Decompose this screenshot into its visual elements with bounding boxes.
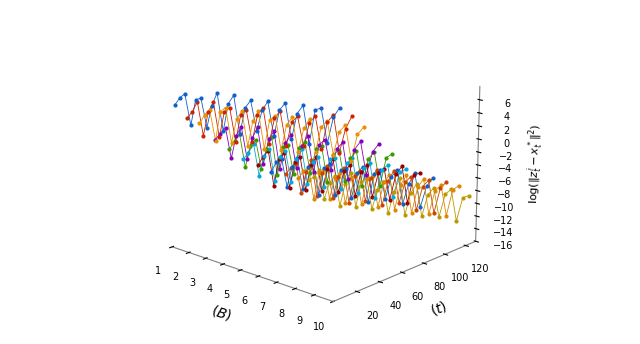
X-axis label: $(B)$: $(B)$ [209, 302, 234, 324]
Y-axis label: $(t)$: $(t)$ [428, 298, 449, 319]
